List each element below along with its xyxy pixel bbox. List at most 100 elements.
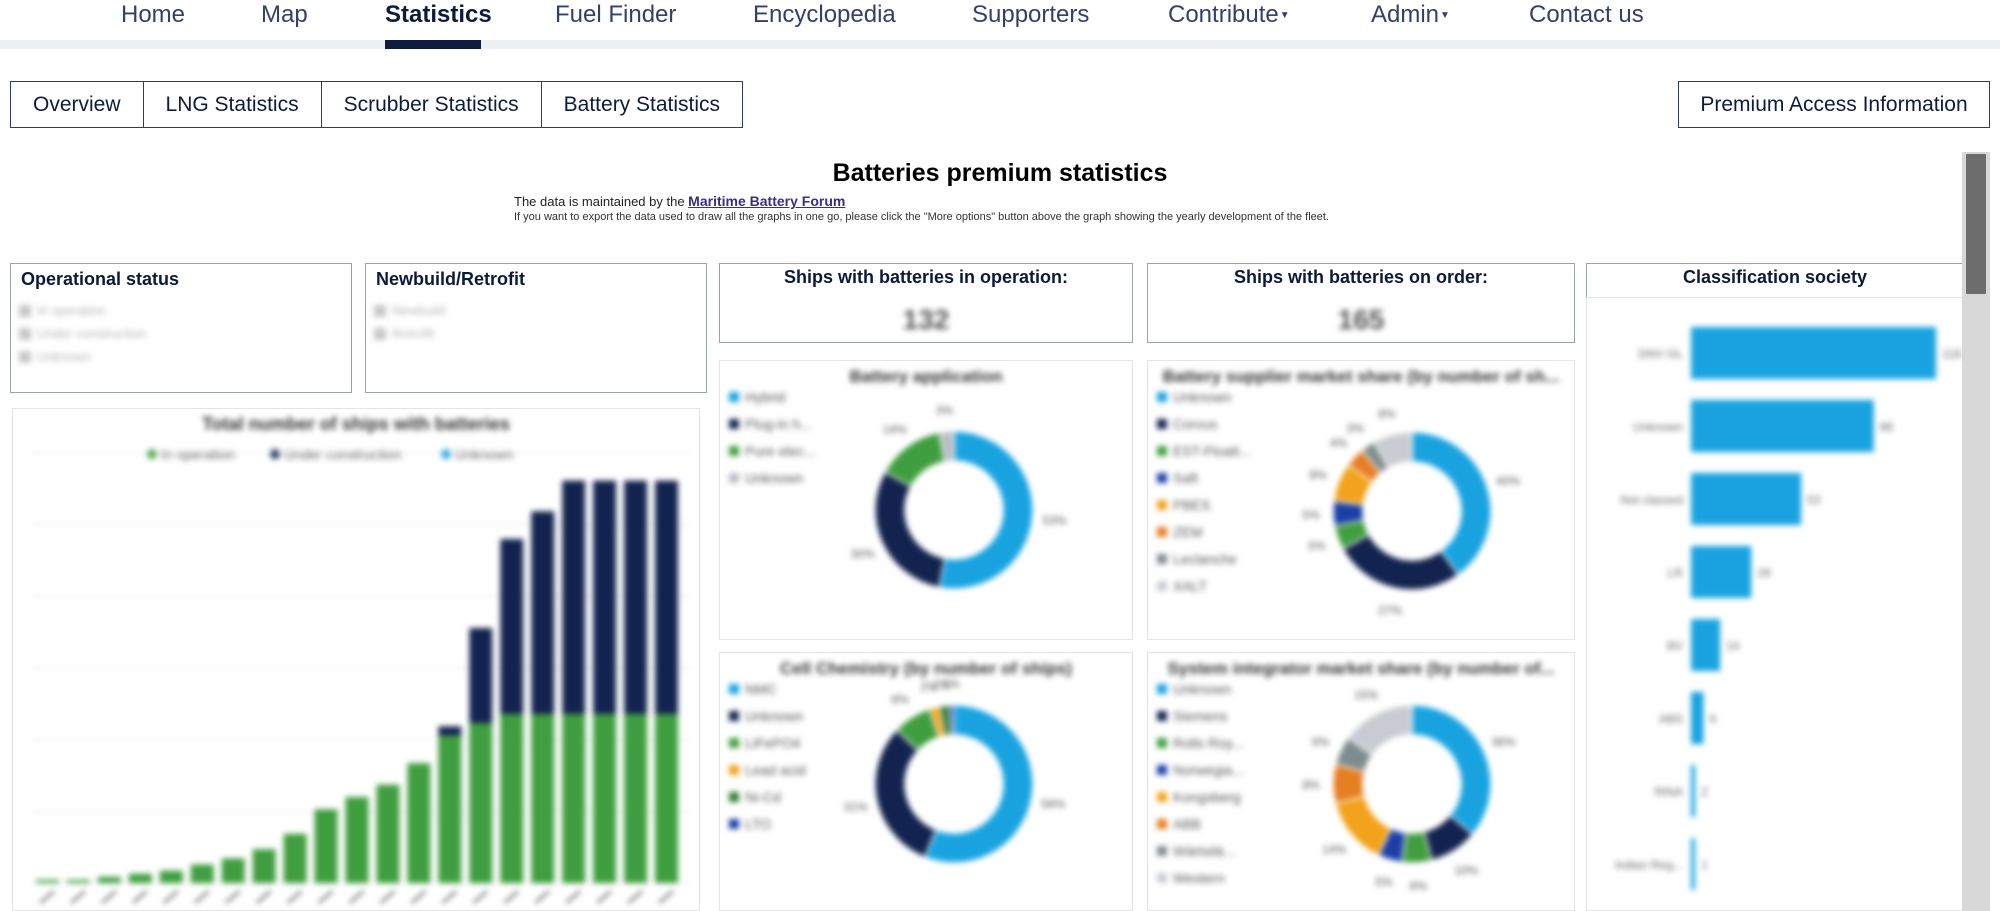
data-label: 1 bbox=[1701, 858, 1708, 872]
caret-down-icon: ▼ bbox=[1279, 9, 1290, 21]
category-label: ABS bbox=[1659, 712, 1683, 726]
bar-segment bbox=[593, 714, 617, 883]
nav-admin[interactable]: Admin▼ bbox=[1371, 0, 1450, 40]
legend-label: LTO bbox=[745, 816, 771, 832]
bar-segment bbox=[252, 849, 276, 883]
legend-marker bbox=[729, 684, 739, 694]
donut-slice bbox=[1372, 431, 1413, 470]
checkbox-icon bbox=[19, 304, 31, 317]
nav-contribute[interactable]: Contribute▼ bbox=[1168, 0, 1290, 40]
tab-lng-statistics[interactable]: LNG Statistics bbox=[143, 82, 322, 127]
nav-encyclopedia[interactable]: Encyclopedia bbox=[753, 1, 896, 28]
maintained-prefix: The data is maintained by the bbox=[514, 194, 689, 209]
nav-home[interactable]: Home bbox=[121, 1, 186, 28]
system-integrator-donut: System integrator market share (by numbe… bbox=[1157, 659, 1555, 893]
legend-label: Ni-Cd bbox=[745, 789, 781, 805]
bar bbox=[1691, 765, 1696, 817]
chart-title: Cell Chemistry (by number of ships) bbox=[780, 659, 1072, 678]
legend-label: Lead acid bbox=[745, 762, 806, 778]
data-label: 29 bbox=[1757, 566, 1771, 580]
legend-marker bbox=[147, 449, 157, 459]
tab-battery-statistics[interactable]: Battery Statistics bbox=[541, 82, 743, 127]
bar-segment bbox=[159, 870, 183, 883]
data-label: 31% bbox=[843, 800, 867, 814]
checkbox-icon bbox=[19, 327, 31, 340]
data-label: 8% bbox=[1309, 468, 1327, 482]
kpi-on-order: Ships with batteries on order: 165 bbox=[1147, 263, 1575, 343]
data-label: 5% bbox=[1308, 539, 1326, 553]
statistics-tabs: Overview LNG Statistics Scrubber Statist… bbox=[10, 81, 744, 128]
category-label: Unknown bbox=[1633, 420, 1683, 434]
category-label: Not classed bbox=[1620, 493, 1683, 507]
tab-scrubber-statistics[interactable]: Scrubber Statistics bbox=[321, 82, 542, 127]
slicer-option[interactable]: In operation bbox=[19, 299, 347, 322]
legend-label: Unknown bbox=[745, 470, 803, 486]
newbuild-retrofit-slicer: Newbuild/Retrofit Newbuild Retrofit bbox=[365, 263, 707, 393]
legend-marker bbox=[1157, 500, 1167, 510]
data-label: 10% bbox=[1454, 863, 1478, 877]
nav-fuel-finder[interactable]: Fuel Finder bbox=[555, 1, 677, 28]
battery-application-donut: Battery application Hybrid Plug-in h... Pur… bbox=[729, 367, 1067, 590]
legend-marker bbox=[1157, 446, 1167, 456]
slicer-option[interactable]: Unknown bbox=[19, 345, 347, 368]
donut-slice bbox=[1341, 533, 1460, 591]
data-label: 14% bbox=[883, 422, 907, 436]
nav-contact-us[interactable]: Contact us bbox=[1529, 1, 1644, 28]
bar bbox=[1691, 838, 1695, 890]
legend-label: Wärtsilä... bbox=[1173, 843, 1235, 859]
legend-label: Hybrid bbox=[745, 389, 785, 405]
data-label: 14 bbox=[1726, 639, 1740, 653]
category-label: Indian Reg... bbox=[1615, 858, 1683, 872]
tab-overview[interactable]: Overview bbox=[11, 82, 144, 127]
premium-access-button[interactable]: Premium Access Information bbox=[1678, 81, 1990, 128]
data-label: 27% bbox=[1378, 604, 1402, 618]
legend-marker bbox=[1157, 819, 1167, 829]
category-label: LR bbox=[1668, 566, 1684, 580]
legend-marker bbox=[729, 419, 739, 429]
data-label: 3% bbox=[1347, 421, 1365, 435]
x-tick-label bbox=[503, 890, 519, 904]
nav-supporters[interactable]: Supporters bbox=[972, 1, 1090, 28]
legend-marker bbox=[729, 711, 739, 721]
x-tick-label bbox=[627, 890, 643, 904]
data-label: 1% bbox=[942, 677, 960, 691]
nav-admin-label: Admin bbox=[1371, 1, 1440, 28]
data-label: 36% bbox=[1491, 735, 1515, 749]
donut-slice bbox=[874, 470, 946, 589]
maintained-by-text: The data is maintained by the Maritime B… bbox=[514, 193, 845, 209]
bar-segment bbox=[531, 511, 555, 715]
legend-label: Corvus bbox=[1173, 416, 1217, 432]
bar-segment bbox=[407, 763, 431, 883]
slicer-option[interactable]: Retrofit bbox=[374, 322, 702, 345]
scrollbar-thumb[interactable] bbox=[1966, 154, 1986, 294]
slicer-option-label: Retrofit bbox=[392, 326, 434, 341]
slicer-option[interactable]: Under construction bbox=[19, 322, 347, 345]
bar-segment bbox=[624, 714, 648, 883]
x-tick-label bbox=[132, 890, 148, 904]
bar-segment bbox=[66, 879, 90, 883]
bar-segment bbox=[376, 784, 400, 883]
data-label: 8% bbox=[1378, 407, 1396, 421]
slicer-option[interactable]: Newbuild bbox=[374, 299, 702, 322]
operational-status-slicer: Operational status In operation Under co… bbox=[10, 263, 352, 393]
data-label: 40% bbox=[1496, 474, 1520, 488]
x-tick-label bbox=[441, 890, 458, 904]
legend-marker bbox=[729, 765, 739, 775]
maritime-battery-forum-link[interactable]: Maritime Battery Forum bbox=[688, 193, 846, 209]
nav-statistics[interactable]: Statistics bbox=[385, 1, 492, 28]
legend-label: Unknown bbox=[745, 708, 803, 724]
data-label: 30% bbox=[851, 547, 875, 561]
legend-label: PBES bbox=[1173, 497, 1210, 513]
chart-title: Total number of ships with batteries bbox=[202, 414, 510, 434]
nav-map[interactable]: Map bbox=[261, 1, 308, 28]
x-tick-label bbox=[596, 890, 612, 904]
classification-title: Classification society bbox=[1682, 267, 1868, 287]
chart-title: System integrator market share (by numbe… bbox=[1167, 659, 1554, 678]
legend-marker bbox=[1157, 873, 1167, 883]
caret-down-icon: ▼ bbox=[1440, 9, 1450, 21]
data-label: 5% bbox=[1302, 508, 1320, 522]
bar bbox=[1691, 327, 1936, 379]
bar-segment bbox=[655, 480, 678, 715]
report-title: Batteries premium statistics bbox=[832, 159, 1168, 187]
bar-segment bbox=[221, 858, 245, 883]
